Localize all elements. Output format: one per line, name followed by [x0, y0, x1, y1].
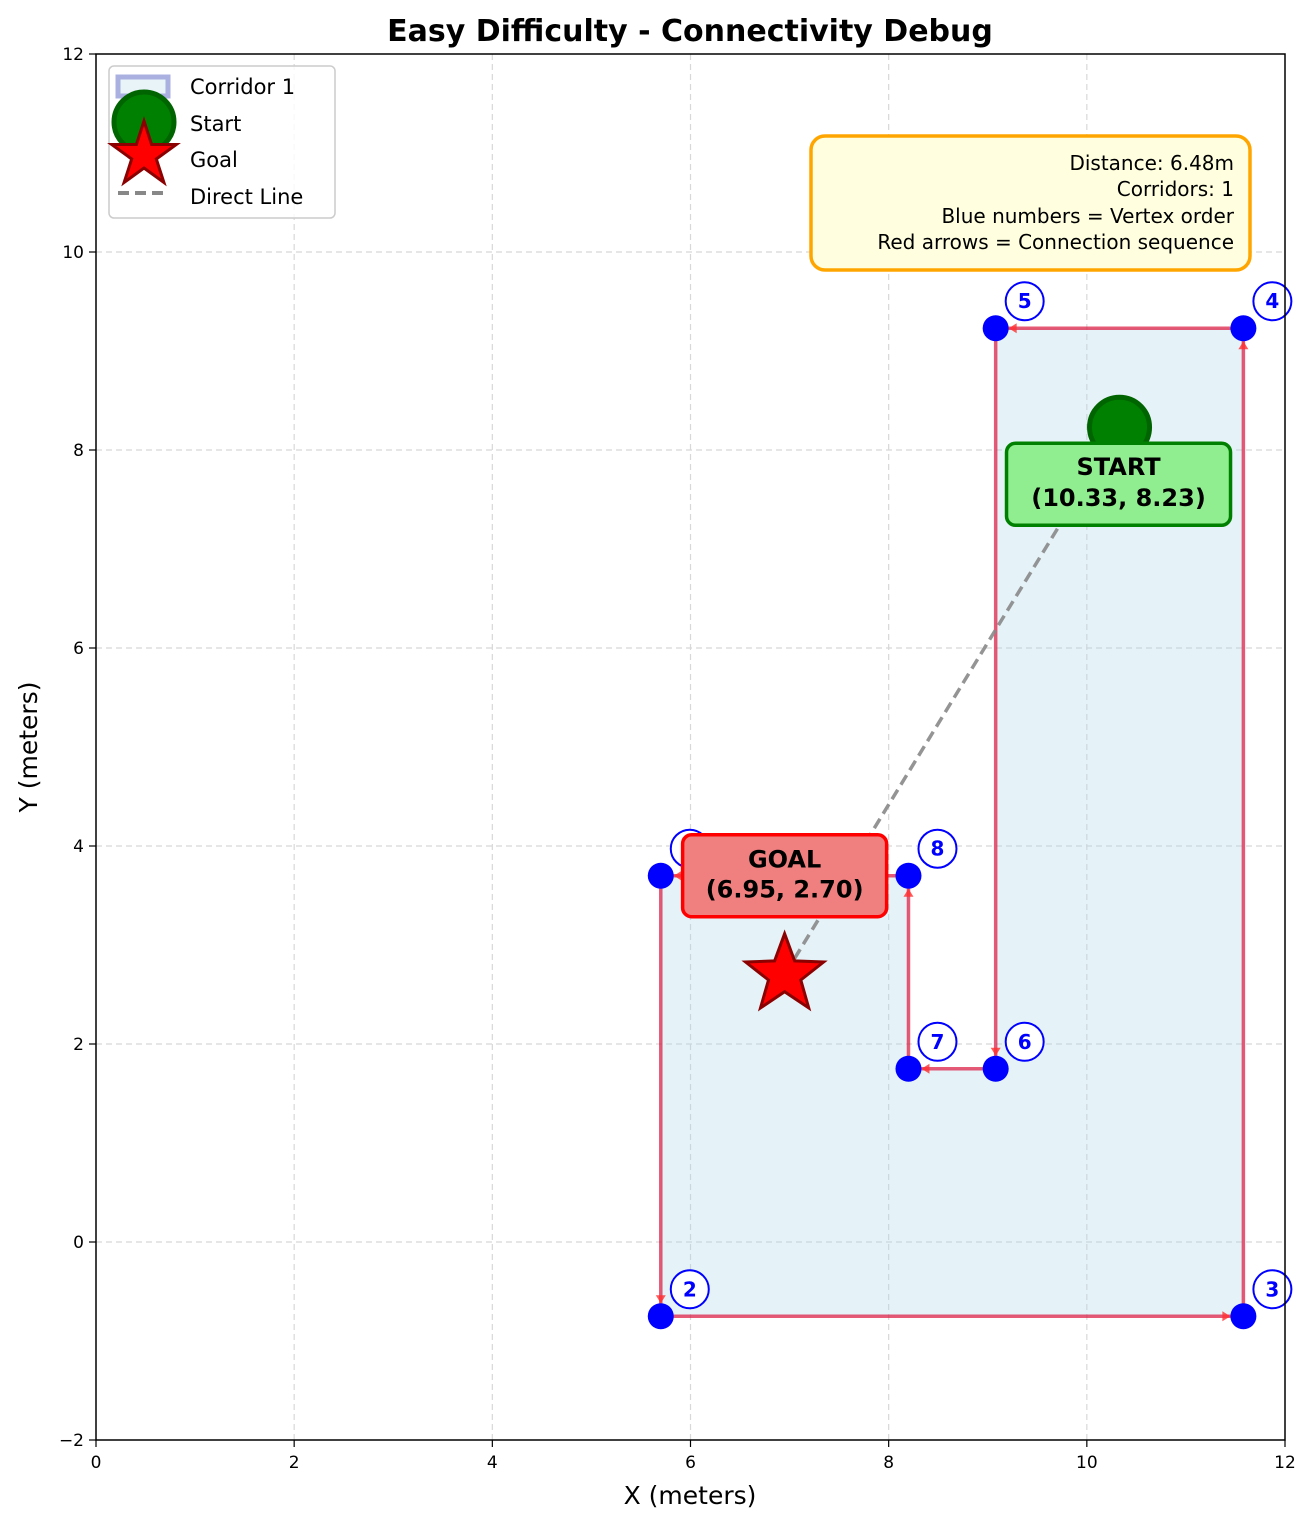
corridor-layer	[655, 323, 1249, 1322]
connection-arrow-head	[673, 870, 682, 881]
x-tick-label: 2	[289, 1453, 300, 1473]
vertex-number-label: 8	[931, 837, 945, 861]
vertex-number-label: 2	[683, 1277, 697, 1301]
y-tick-label: 12	[62, 45, 84, 65]
vertex-point	[982, 1055, 1009, 1082]
vertex-number-label: 4	[1265, 289, 1279, 313]
goal-star-marker	[741, 929, 828, 1012]
legend-goal-star-icon	[107, 116, 181, 187]
y-tick-label: 6	[73, 639, 84, 659]
vertex-number-badge	[1252, 281, 1293, 322]
x-tick-label: 6	[685, 1453, 696, 1473]
info-vertex-order: Blue numbers = Vertex order	[941, 204, 1234, 228]
connection-arrow-head	[655, 1295, 666, 1304]
connection-arrow-head	[921, 1063, 930, 1074]
corridor-polygon	[660, 328, 1244, 1317]
vertex-number-badge	[917, 1021, 958, 1062]
vertex-point	[895, 862, 922, 889]
vertex-number-label: 6	[1018, 1030, 1032, 1054]
legend-label-direct-line: Direct Line	[190, 185, 303, 209]
vertex-number-badge	[1252, 1269, 1293, 1310]
start-label: START	[1076, 453, 1161, 481]
y-tick-label: 2	[73, 1035, 84, 1055]
legend-label-start: Start	[190, 112, 241, 136]
info-box-frame	[809, 134, 1252, 272]
info-corridors: Corridors: 1	[1117, 177, 1234, 201]
x-tick-label: 4	[487, 1453, 498, 1473]
connection-arrow-head	[1008, 323, 1017, 334]
connection-arrow-head	[990, 1047, 1001, 1056]
goal-coordinates: (6.95, 2.70)	[706, 876, 864, 904]
x-tick-label: 10	[1076, 1453, 1098, 1473]
vertex-layer: 12345678	[647, 281, 1293, 1330]
vertex-number-badge	[1004, 1021, 1045, 1062]
legend-label-goal: Goal	[190, 148, 238, 172]
connection-arrow-head	[1222, 1311, 1231, 1322]
info-connection-sequence: Red arrows = Connection sequence	[877, 230, 1234, 254]
y-tick-label: 4	[73, 837, 84, 857]
info-distance: Distance: 6.48m	[1069, 151, 1234, 175]
x-axis-label: X (meters)	[624, 1481, 757, 1510]
vertex-point	[1230, 1303, 1257, 1330]
legend: Corridor 1 Start Goal Direct Line	[107, 65, 336, 219]
legend-label-corridor: Corridor 1	[190, 75, 295, 99]
vertex-number-badge	[917, 828, 958, 869]
y-tick-label: 8	[73, 441, 84, 461]
vertex-point	[1230, 315, 1257, 342]
y-tick-label: 10	[62, 243, 84, 263]
x-tick-label: 0	[91, 1453, 102, 1473]
vertex-number-label: 7	[931, 1030, 945, 1054]
y-tick-label: −2	[59, 1431, 84, 1451]
y-axis-label: Y (meters)	[14, 682, 43, 814]
x-tick-label: 12	[1274, 1453, 1296, 1473]
info-box: Distance: 6.48m Corridors: 1 Blue number…	[809, 134, 1252, 272]
start-coordinates: (10.33, 8.23)	[1031, 484, 1206, 512]
vertex-number-label: 3	[1265, 1277, 1279, 1301]
start-annotation-box	[1004, 441, 1233, 527]
vertex-point	[895, 1055, 922, 1082]
chart-title: Easy Difficulty - Connectivity Debug	[387, 14, 993, 49]
goal-annotation-box	[680, 832, 889, 919]
vertex-point	[647, 862, 674, 889]
vertex-point	[982, 315, 1009, 342]
vertex-point	[647, 1303, 674, 1330]
connection-arrow-head	[903, 888, 914, 897]
axis-ticks: 0 2 4 6 8 10 12 −2 0 2 4 6 8 10 12	[59, 45, 1296, 1473]
vertex-number-badge	[1004, 281, 1045, 322]
goal-label: GOAL	[748, 846, 821, 874]
connection-arrow-head	[1238, 341, 1249, 350]
vertex-number-badge	[669, 1269, 710, 1310]
y-tick-label: 0	[73, 1233, 84, 1253]
x-tick-label: 8	[883, 1453, 894, 1473]
annotation-layer: START (10.33, 8.23) GOAL(6.95, 2.70)	[680, 441, 1233, 919]
vertex-number-label: 5	[1018, 289, 1032, 313]
